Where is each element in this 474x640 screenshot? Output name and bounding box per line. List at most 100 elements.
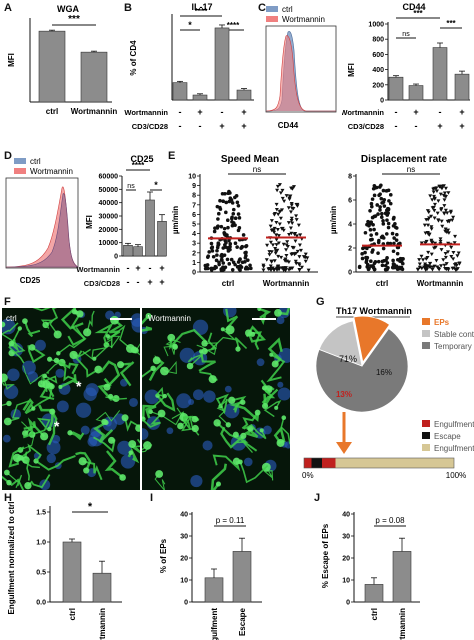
cell-body (271, 360, 279, 368)
cell-process (61, 362, 77, 382)
panel-c-ytick-label-0: 0 (380, 98, 384, 105)
nucleus (117, 440, 132, 455)
scatter-point (367, 223, 371, 228)
panel-i-ylabel: % of EPs (159, 538, 168, 573)
panel-e-speed-ytick-label-8: 8 (192, 193, 196, 200)
scatter-point (386, 225, 391, 230)
scatter-point (261, 268, 266, 272)
panel-label-f: F (4, 296, 11, 308)
cell-body (172, 343, 178, 349)
scatter-point (233, 241, 238, 246)
scatter-point (438, 185, 443, 189)
panel-b-row1-0: - (179, 107, 182, 117)
scatter-point (394, 238, 399, 242)
scatter-point (274, 238, 279, 242)
scatter-point (419, 254, 424, 259)
nucleus (34, 339, 46, 351)
panel-j-xtick-ctrl: ctrl (370, 608, 379, 620)
scatter-point (435, 265, 440, 269)
panel-d-ytick-label-0: 0 (114, 254, 118, 261)
scatter-point (294, 218, 299, 222)
scatter-point (227, 199, 232, 204)
panel-c-ylabel: MFI (347, 63, 356, 77)
panel-e-speed-ytick-label-9: 9 (192, 183, 196, 190)
scatter-point (219, 257, 224, 262)
nucleus (46, 453, 56, 464)
panel-a-title: WGA (57, 4, 79, 14)
panel-j-ytick-label-2: 20 (342, 556, 350, 563)
scatter-point (231, 260, 236, 265)
panel-d-ytick-label-5: 50000 (99, 187, 119, 194)
scatter-point (426, 223, 431, 228)
scatter-point (446, 191, 451, 195)
scatter-point (212, 266, 217, 271)
scatter-point (381, 236, 386, 240)
scatter-point (296, 262, 301, 266)
scatter-point (435, 211, 440, 216)
cell-process (277, 308, 290, 316)
scatter-point (393, 222, 397, 226)
cell-body (160, 366, 169, 376)
panel-d-xlabel: CD25 (20, 276, 41, 285)
scatter-point (451, 215, 456, 220)
panel-g-chart: Th17 Wortmannin 71% 16% 13% EPs Stable c… (302, 306, 474, 480)
scatter-point (274, 221, 279, 225)
scatter-point (369, 201, 374, 206)
cell-body (2, 373, 8, 383)
panel-b-row2-1: - (199, 121, 202, 131)
scatter-point (211, 254, 216, 259)
nucleus (188, 399, 195, 406)
nucleus (223, 308, 237, 318)
scatter-point (423, 262, 428, 267)
scatter-point (442, 204, 447, 208)
scatter-point (455, 267, 460, 271)
scatter-point (376, 240, 381, 245)
scatter-point (278, 209, 283, 214)
cell-process (228, 400, 260, 422)
scatter-point (422, 223, 427, 228)
cell-body (6, 479, 12, 486)
cell-body (257, 308, 262, 311)
panel-e-disp-ytick-label-0: 0 (348, 270, 352, 277)
nucleus (142, 428, 149, 440)
panel-h-chart: Engulfment normalized to ctrl 0.0 0.5 1.0 1… (7, 501, 122, 640)
cell-process (280, 417, 290, 445)
panel-d-chart: CD25 MFI 0 10000 20000 30000 40000 50000 60000… (86, 154, 167, 287)
scatter-point (372, 193, 377, 198)
cell-process (124, 417, 140, 432)
scatter-point (432, 216, 437, 221)
nucleus (224, 385, 232, 393)
cell-process (210, 328, 237, 350)
scatter-point (231, 207, 236, 212)
scatter-point (432, 208, 437, 213)
cell-process (215, 393, 230, 415)
panel-c-ytick-label-1: 200 (372, 82, 384, 89)
cell-process (67, 313, 87, 347)
panel-e-speed-ytick-label-5: 5 (192, 222, 196, 229)
scatter-point (228, 191, 232, 195)
scatter-point (391, 217, 396, 221)
nucleus (75, 402, 92, 418)
nucleus (262, 425, 272, 435)
scatter-point (380, 211, 384, 216)
scatter-point (415, 268, 420, 272)
panel-a-chart: WGA MFI *** ctrl Wortmannin (7, 4, 117, 116)
cell-body (92, 356, 97, 361)
cell-process (100, 360, 121, 389)
nucleus (51, 434, 61, 444)
scatter-point (230, 223, 235, 228)
scatter-point (236, 260, 241, 264)
cell-process (2, 475, 25, 490)
scatter-point (284, 254, 289, 258)
scatter-point (443, 229, 448, 234)
scatter-point (243, 250, 247, 255)
scatter-point (386, 206, 390, 211)
cell-body (191, 424, 199, 433)
cell-body (8, 340, 15, 347)
scatter-point (443, 266, 448, 271)
panel-b-sig-2: **** (227, 21, 240, 30)
panel-b-row2-3: + (241, 121, 246, 131)
scatter-point (426, 250, 431, 255)
micrograph-asterisk-2: * (54, 418, 60, 434)
cell-process (204, 332, 218, 353)
